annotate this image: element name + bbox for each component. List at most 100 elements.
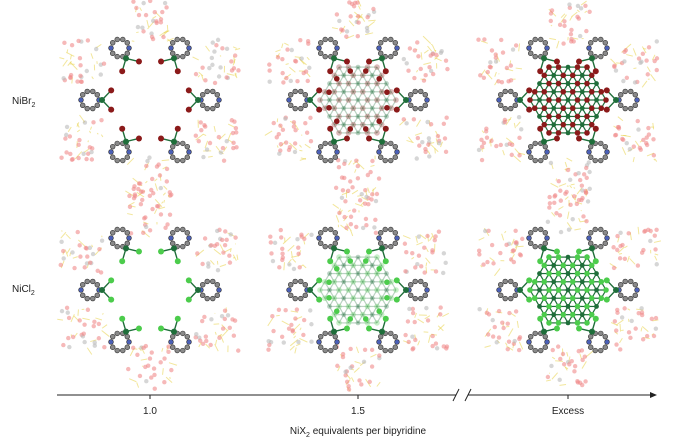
linker-atom xyxy=(184,344,190,350)
linker-atom xyxy=(108,339,114,345)
framework-atom xyxy=(426,136,432,141)
framework-bond xyxy=(234,48,241,51)
framework-atom xyxy=(636,311,641,316)
framework-atom xyxy=(296,245,301,250)
halide-atom xyxy=(384,89,390,96)
framework-atom xyxy=(569,27,574,33)
lattice-bond xyxy=(381,265,388,274)
framework-bond xyxy=(416,241,423,246)
framework-atom xyxy=(94,46,99,52)
framework-atom xyxy=(413,337,418,343)
linker-atom xyxy=(120,36,126,43)
halide-atom xyxy=(569,262,576,269)
framework-atom xyxy=(344,34,349,39)
halide-atom xyxy=(526,106,533,113)
framework-atom xyxy=(85,151,91,156)
axis-label-text: NiX xyxy=(290,426,306,437)
framework-atom xyxy=(370,158,375,164)
linker-atom xyxy=(204,88,210,95)
framework-atom xyxy=(411,346,416,351)
linker-atom xyxy=(394,45,400,51)
halide-atom xyxy=(345,97,352,103)
framework-bond xyxy=(653,240,662,243)
framework-atom xyxy=(128,231,134,236)
linker-atom xyxy=(210,88,216,95)
linker-atom xyxy=(408,102,414,108)
framework-bond xyxy=(581,361,587,369)
halide-atom xyxy=(158,325,165,332)
framework-bond xyxy=(264,130,273,136)
framework-atom xyxy=(200,318,205,324)
framework-atom xyxy=(267,79,272,84)
framework-atom xyxy=(575,3,581,9)
linker-atom xyxy=(94,282,100,288)
halide-atom xyxy=(584,113,590,120)
framework-atom xyxy=(547,194,552,200)
linker-atom xyxy=(318,143,324,150)
lattice-bond xyxy=(385,281,392,291)
framework-atom xyxy=(653,247,658,252)
framework-atom xyxy=(574,201,580,207)
lattice-bond xyxy=(366,116,373,125)
framework-atom xyxy=(639,59,644,64)
halide-atom xyxy=(527,97,533,103)
lattice-bond xyxy=(390,281,397,291)
lattice-bond xyxy=(381,297,388,307)
framework-bond xyxy=(560,14,567,23)
framework-atom xyxy=(76,142,81,148)
framework-bond xyxy=(632,48,637,56)
framework-bond xyxy=(560,13,566,19)
ni-atom xyxy=(355,304,361,309)
framework-atom xyxy=(513,228,518,234)
halide-atom xyxy=(541,105,548,112)
framework-atom xyxy=(633,326,638,331)
framework-atom xyxy=(640,337,646,342)
framework-atom xyxy=(425,119,430,125)
ni-atom xyxy=(537,287,542,293)
framework-bond xyxy=(163,185,168,190)
framework-atom xyxy=(545,374,551,380)
framework-atom xyxy=(212,80,218,86)
halide-atom xyxy=(574,97,581,103)
framework-atom xyxy=(146,363,151,368)
halide-atom xyxy=(546,64,552,70)
linker-atom xyxy=(592,347,598,354)
framework-bond xyxy=(126,157,135,166)
framework-atom xyxy=(147,155,152,160)
halide-atom xyxy=(584,270,590,277)
linker-atom xyxy=(84,105,90,112)
lattice-bond xyxy=(343,116,350,125)
framework-bond xyxy=(348,20,355,27)
framework-atom xyxy=(234,145,239,150)
halide-atom xyxy=(333,265,340,272)
lattice-bond xyxy=(328,297,335,307)
linker-atom xyxy=(184,50,190,57)
lattice-bond xyxy=(352,314,359,324)
framework-bond xyxy=(299,144,302,148)
ni-atom xyxy=(594,304,599,309)
linker-atom xyxy=(512,292,518,298)
ni-atom xyxy=(565,271,571,276)
framework-atom xyxy=(63,136,68,141)
halide-atom xyxy=(362,316,369,322)
linker-atom xyxy=(216,97,222,103)
framework-atom xyxy=(64,132,69,138)
framework-atom xyxy=(343,199,348,204)
halide-atom xyxy=(336,287,342,293)
ni-atom xyxy=(565,114,571,119)
halide-atom xyxy=(359,121,366,128)
framework-atom xyxy=(517,153,522,158)
lattice-bond xyxy=(381,107,388,117)
framework-atom xyxy=(654,39,659,44)
linker-atom xyxy=(634,97,640,103)
linker-atom xyxy=(174,36,180,43)
linker-atom xyxy=(526,149,532,155)
lattice-bond xyxy=(381,91,388,101)
linker-atom xyxy=(602,154,608,160)
framework-atom xyxy=(229,68,235,73)
framework-bond xyxy=(425,247,429,253)
framework-atom xyxy=(355,176,361,181)
framework-atom xyxy=(232,119,237,124)
halide-atom xyxy=(592,125,599,132)
linker-atom xyxy=(186,235,192,241)
